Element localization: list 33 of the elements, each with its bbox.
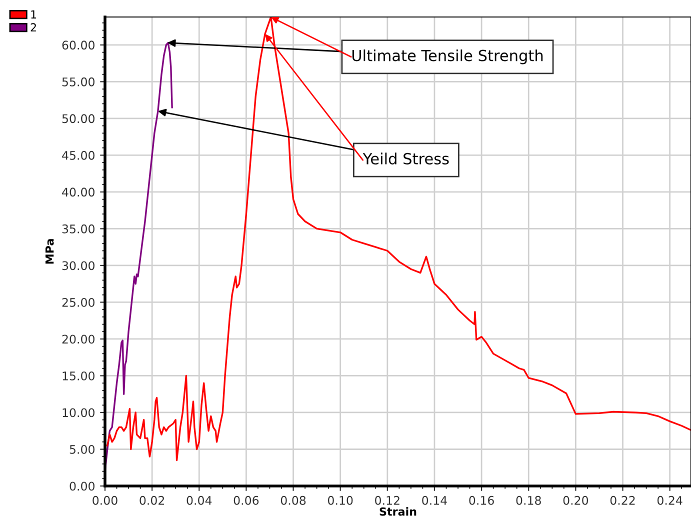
y-tick-label: 50.00 [62, 114, 94, 124]
y-tick-label: 5.00 [70, 444, 94, 454]
y-tick-label: 30.00 [62, 261, 94, 270]
x-tick-label: 0.10 [328, 496, 353, 505]
x-tick-label: 0.20 [563, 496, 588, 505]
x-tick-label: 0.02 [140, 496, 164, 505]
x-tick-label: 0.06 [234, 496, 259, 505]
annotation: Ultimate Tensile Strength [352, 49, 543, 64]
x-tick-label: 0.08 [280, 496, 306, 505]
x-tick-label: 0.12 [375, 496, 400, 505]
y-tick-label: 40.00 [62, 188, 94, 197]
x-tick-label: 0.18 [516, 496, 541, 505]
x-tick-label: 0.14 [422, 496, 447, 505]
y-axis-title: MPa [46, 239, 54, 264]
y-tick-label: 60.00 [62, 40, 94, 50]
y-tick-label: 45.00 [62, 150, 94, 160]
legend-label: 2 [30, 23, 36, 32]
y-tick-label: 55.00 [62, 77, 94, 86]
x-tick-label: 0.04 [186, 496, 212, 505]
y-tick-label: 10.00 [62, 408, 94, 418]
y-tick-label: 0.00 [70, 482, 94, 491]
y-tick-label: 35.00 [62, 224, 94, 234]
x-axis-title: Strain [380, 507, 416, 516]
y-tick-label: 20.00 [62, 334, 94, 344]
x-tick-label: 0.24 [657, 496, 682, 505]
x-tick-label: 0.16 [469, 496, 494, 505]
y-tick-label: 15.00 [62, 371, 94, 380]
x-tick-label: 0.00 [92, 496, 118, 505]
annotation: Yeild Stress [362, 152, 449, 164]
x-tick-label: 0.22 [610, 496, 635, 505]
legend-label: 1 [31, 10, 36, 18]
y-tick-label: 25.00 [62, 298, 94, 307]
line-series [106, 17, 691, 462]
